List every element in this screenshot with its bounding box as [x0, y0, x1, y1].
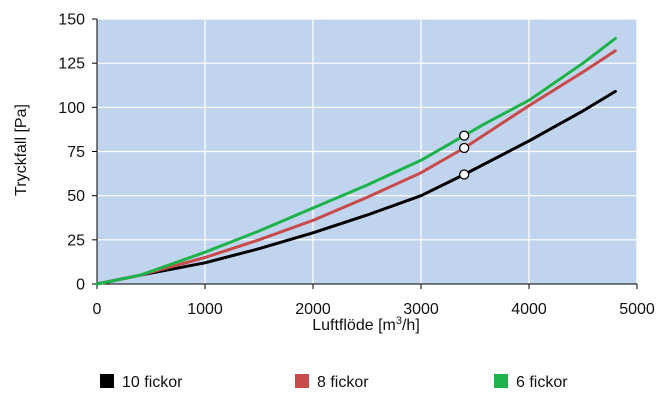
- series-lines: [95, 36, 617, 286]
- series-marker: [459, 169, 470, 180]
- x-tick-label: 4000: [511, 301, 547, 318]
- y-axis-title: Tryckfall [Pa]: [13, 104, 30, 196]
- y-tick-label: 25: [67, 232, 85, 249]
- x-axis-title-unit: /h]: [402, 317, 420, 334]
- legend-label: 6 fickor: [516, 374, 568, 391]
- y-tick-label: 150: [58, 12, 85, 29]
- legend: 10 fickor 8 fickor 6 fickor: [100, 374, 568, 391]
- y-tick-label: 125: [58, 56, 85, 73]
- x-tick-label: 0: [93, 301, 102, 318]
- y-tick-label: 100: [58, 100, 85, 117]
- grid-lines: [97, 18, 638, 284]
- legend-swatch: [494, 374, 508, 388]
- legend-swatch: [295, 374, 309, 388]
- legend-label: 10 fickor: [122, 374, 183, 391]
- x-tick-label: 3000: [403, 301, 439, 318]
- series-marker: [459, 142, 470, 154]
- x-axis-title-main: Luftflöde [m: [312, 317, 396, 334]
- legend-swatch: [100, 374, 114, 388]
- tick-labels: 0 25 50 75 100 125 150 0 1000 2000 3000 4000 5000: [58, 12, 655, 319]
- legend-label: 8 fickor: [317, 374, 369, 391]
- series-markers: [459, 130, 470, 180]
- y-tick-label: 50: [67, 188, 85, 205]
- x-tick-label: 1000: [187, 301, 223, 318]
- series-line: [95, 49, 617, 286]
- series-line: [95, 36, 617, 286]
- x-tick-label: 5000: [619, 301, 655, 318]
- y-tick-label: 75: [67, 144, 85, 161]
- x-axis-title-superscript: 3: [396, 315, 402, 327]
- x-tick-label: 2000: [295, 301, 331, 318]
- series-marker: [459, 130, 470, 141]
- x-axis-title: Luftflöde [m3/h]: [312, 315, 420, 334]
- series-line: [95, 89, 617, 286]
- y-tick-label: 0: [76, 277, 85, 294]
- axes: [92, 18, 638, 289]
